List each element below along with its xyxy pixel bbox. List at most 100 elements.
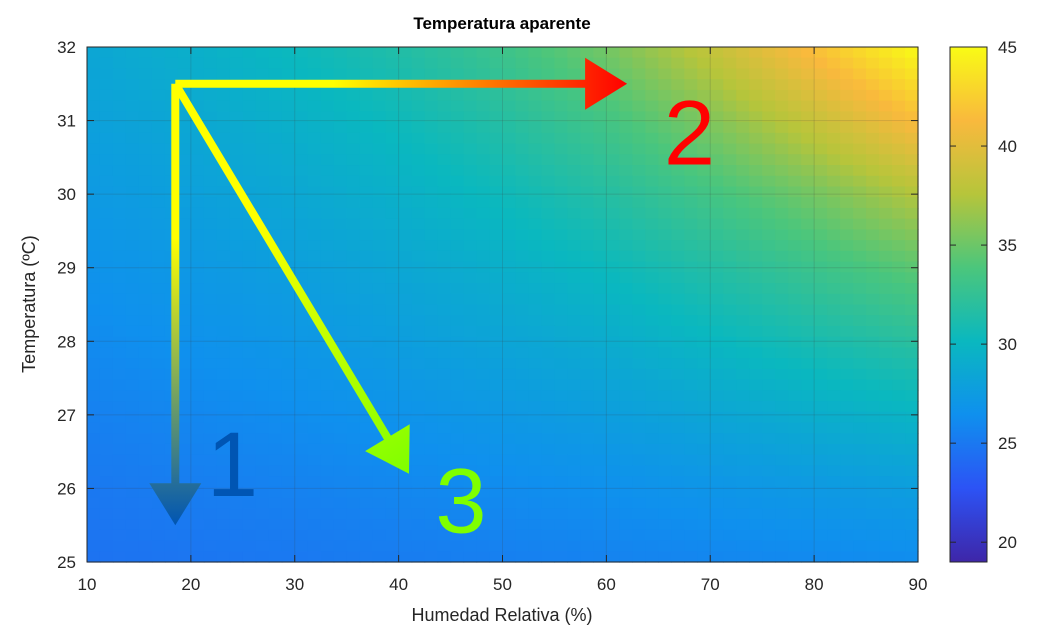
heatmap-cell [645, 347, 659, 359]
heatmap-cell [502, 229, 517, 241]
heatmap-cell [775, 250, 789, 263]
heatmap-cell [736, 454, 750, 467]
heatmap-cell [723, 283, 737, 295]
heatmap-cell [411, 540, 426, 552]
heatmap-cell [424, 508, 439, 520]
heatmap-cell [671, 283, 685, 295]
heatmap-cell [619, 401, 633, 413]
heatmap-cell [242, 100, 257, 112]
heatmap-cell [879, 68, 893, 80]
heatmap-cell [255, 272, 270, 284]
heatmap-cell [853, 229, 867, 241]
heatmap-cell [398, 68, 413, 80]
heatmap-cell [398, 486, 413, 499]
heatmap-cell [567, 315, 581, 327]
heatmap-cell [333, 165, 348, 177]
heatmap-cell [567, 443, 581, 456]
heatmap-cell [190, 315, 205, 327]
heatmap-cell [593, 261, 607, 273]
heatmap-cell [190, 497, 205, 509]
heatmap-cell [762, 186, 776, 198]
heatmap-cell [333, 250, 348, 263]
heatmap-cell [606, 100, 620, 112]
heatmap-cell [788, 315, 802, 327]
heatmap-cell [814, 165, 828, 177]
heatmap-cell [112, 368, 127, 381]
heatmap-cell [697, 111, 711, 123]
heatmap-cell [788, 433, 802, 445]
heatmap-cell [749, 379, 763, 391]
heatmap-cell [320, 401, 335, 413]
heatmap-cell [307, 132, 322, 145]
heatmap-cell [398, 240, 413, 252]
heatmap-cell [814, 175, 828, 188]
heatmap-cell [177, 122, 192, 134]
heatmap-cell [853, 175, 867, 188]
heatmap-cell [320, 315, 335, 327]
heatmap-cell [346, 132, 361, 145]
heatmap-cell [684, 519, 698, 531]
heatmap-cell [658, 207, 672, 220]
heatmap-cell [489, 207, 504, 220]
heatmap-cell [242, 368, 257, 381]
heatmap-cell [268, 433, 283, 445]
heatmap-cell [515, 207, 530, 220]
heatmap-cell [476, 57, 491, 70]
heatmap-cell [307, 154, 322, 166]
heatmap-cell [515, 519, 530, 531]
heatmap-cell [359, 422, 374, 434]
heatmap-cell [814, 454, 828, 467]
heatmap-cell [619, 411, 633, 424]
heatmap-cell [723, 132, 737, 145]
heatmap-cell [801, 315, 815, 327]
heatmap-cell [346, 422, 361, 434]
heatmap-cell [671, 519, 685, 531]
heatmap-cell [463, 486, 478, 499]
heatmap-cell [892, 379, 906, 391]
heatmap-cell [463, 379, 478, 391]
heatmap-cell [281, 229, 296, 241]
heatmap-cell [866, 89, 880, 102]
heatmap-cell [333, 57, 348, 70]
heatmap-cell [554, 132, 569, 145]
heatmap-cell [892, 154, 906, 166]
heatmap-cell [853, 79, 867, 91]
heatmap-cell [684, 508, 698, 520]
heatmap-cell [112, 433, 127, 445]
heatmap-cell [788, 497, 802, 509]
heatmap-cell [424, 454, 439, 467]
heatmap-cell [827, 304, 841, 316]
heatmap-cell [528, 122, 543, 134]
heatmap-cell [684, 197, 698, 209]
heatmap-cell [801, 143, 815, 155]
heatmap-cell [554, 325, 569, 338]
heatmap-cell [788, 122, 802, 134]
heatmap-cell [463, 315, 478, 327]
heatmap-cell [749, 154, 763, 166]
heatmap-cell [424, 465, 439, 477]
heatmap-cell [528, 240, 543, 252]
heatmap-cell [814, 240, 828, 252]
heatmap-cell [515, 401, 530, 413]
heatmap-cell [372, 476, 387, 488]
heatmap-cell [801, 476, 815, 488]
heatmap-cell [671, 186, 685, 198]
heatmap-cell [684, 186, 698, 198]
heatmap-cell [840, 261, 854, 273]
heatmap-cell [697, 175, 711, 188]
heatmap-cell [437, 422, 452, 434]
heatmap-cell [697, 519, 711, 531]
heatmap-cell [190, 283, 205, 295]
heatmap-cell [411, 68, 426, 80]
heatmap-cell [736, 368, 750, 381]
heatmap-cell [710, 368, 724, 381]
heatmap-cell [606, 529, 620, 542]
heatmap-cell [840, 218, 854, 230]
heatmap-cell [866, 207, 880, 220]
heatmap-cell [203, 358, 218, 370]
heatmap-cell [866, 454, 880, 467]
heatmap-cell [827, 551, 841, 563]
heatmap-cell [736, 401, 750, 413]
heatmap-cell [463, 540, 478, 552]
heatmap-cell [723, 122, 737, 134]
